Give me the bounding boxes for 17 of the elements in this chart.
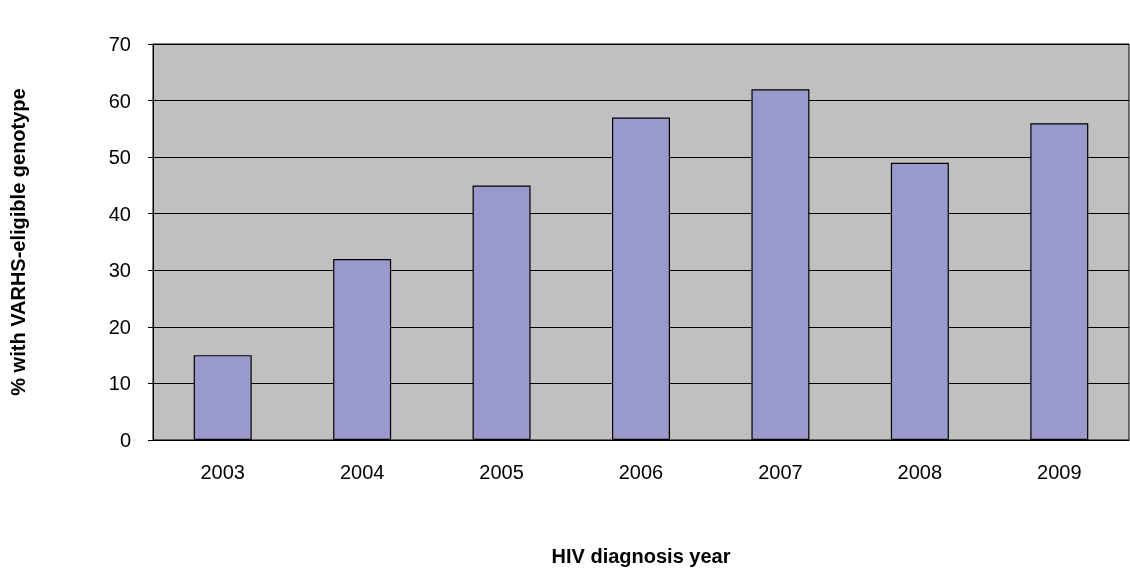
x-tick-label: 2007 [758, 461, 803, 483]
y-tick-label: 60 [108, 89, 131, 112]
x-axis-title: HIV diagnosis year [551, 545, 731, 567]
y-tick-label: 70 [108, 33, 131, 55]
x-tick-label: 2003 [200, 461, 245, 483]
x-tick-label: 2009 [1037, 461, 1082, 483]
y-tick-label: 50 [108, 146, 131, 169]
x-tick-label: 2006 [618, 461, 664, 483]
y-tick-label: 20 [108, 315, 131, 338]
x-tick-label: 2004 [339, 461, 385, 483]
y-tick-label: 0 [119, 429, 131, 451]
x-tick-label: 2005 [479, 461, 524, 483]
y-tick-label: 40 [108, 202, 131, 225]
y-tick-label: 30 [108, 259, 131, 282]
x-tick-label: 2008 [897, 461, 943, 483]
y-tick-label: 10 [108, 372, 131, 395]
y-axis-title: % with VARHS-eligible genotype [7, 88, 29, 396]
